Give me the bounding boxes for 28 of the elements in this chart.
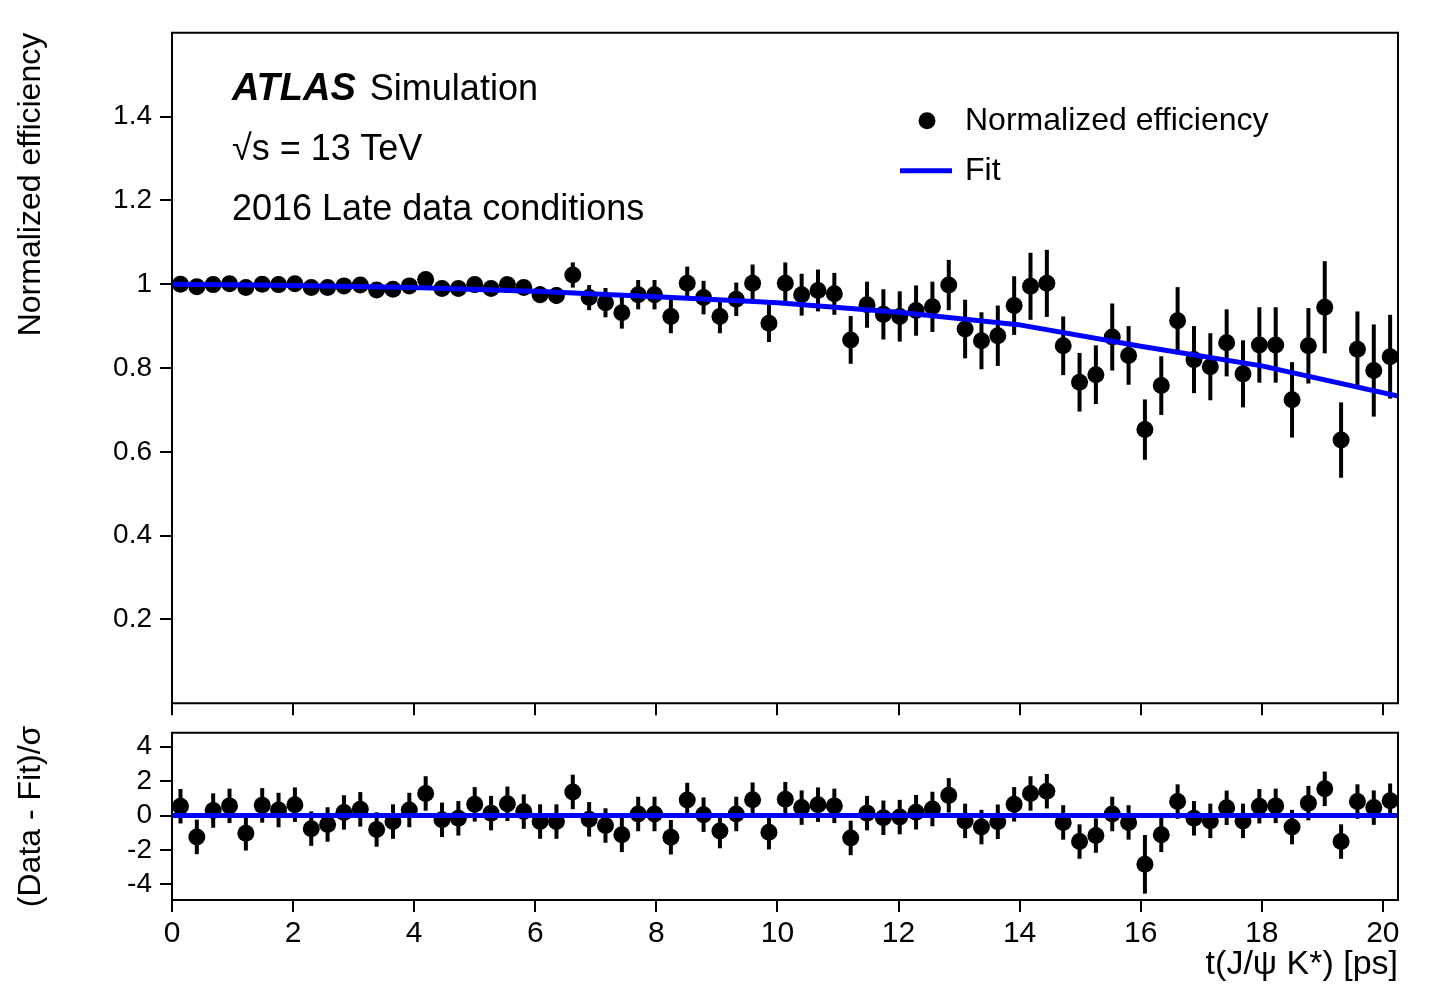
x-tick-label: 8 [648, 915, 665, 949]
y-tick-label: 0.6 [113, 434, 152, 466]
annotation: √s = 13 TeV [232, 126, 423, 168]
x-tick-label: 4 [405, 915, 423, 949]
y-tick-label: 0 [136, 798, 152, 830]
legend-label: Fit [965, 150, 1001, 187]
y-tick-label: 2 [136, 763, 152, 795]
y-axis-title: (Data - Fit)/σ [11, 725, 48, 908]
x-tick-label: 2 [284, 915, 302, 949]
x-tick-label: 6 [526, 915, 544, 949]
y-tick-label: 1.2 [113, 183, 152, 215]
y-tick-label: 1 [136, 266, 152, 298]
annotation: 2016 Late data conditions [232, 186, 645, 228]
y-tick-label: 0.8 [113, 350, 152, 382]
y-tick-label: -4 [127, 867, 152, 899]
x-tick-label: 10 [760, 915, 795, 949]
annotation: ATLAS Simulation [231, 66, 538, 109]
x-tick-label: 12 [881, 915, 916, 949]
y-axis-title: Normalized efficiency [11, 32, 48, 337]
y-tick-label: 0.2 [113, 602, 152, 634]
x-tick-label: 0 [163, 915, 181, 949]
y-tick-label: 0.4 [113, 518, 152, 550]
y-tick-label: 1.4 [113, 99, 152, 131]
legend-label: Normalized efficiency [965, 100, 1269, 137]
x-tick-label: 14 [1002, 915, 1037, 949]
y-tick-label: 4 [136, 729, 152, 761]
x-tick-label: 16 [1124, 915, 1158, 949]
y-tick-label: -2 [127, 832, 152, 864]
